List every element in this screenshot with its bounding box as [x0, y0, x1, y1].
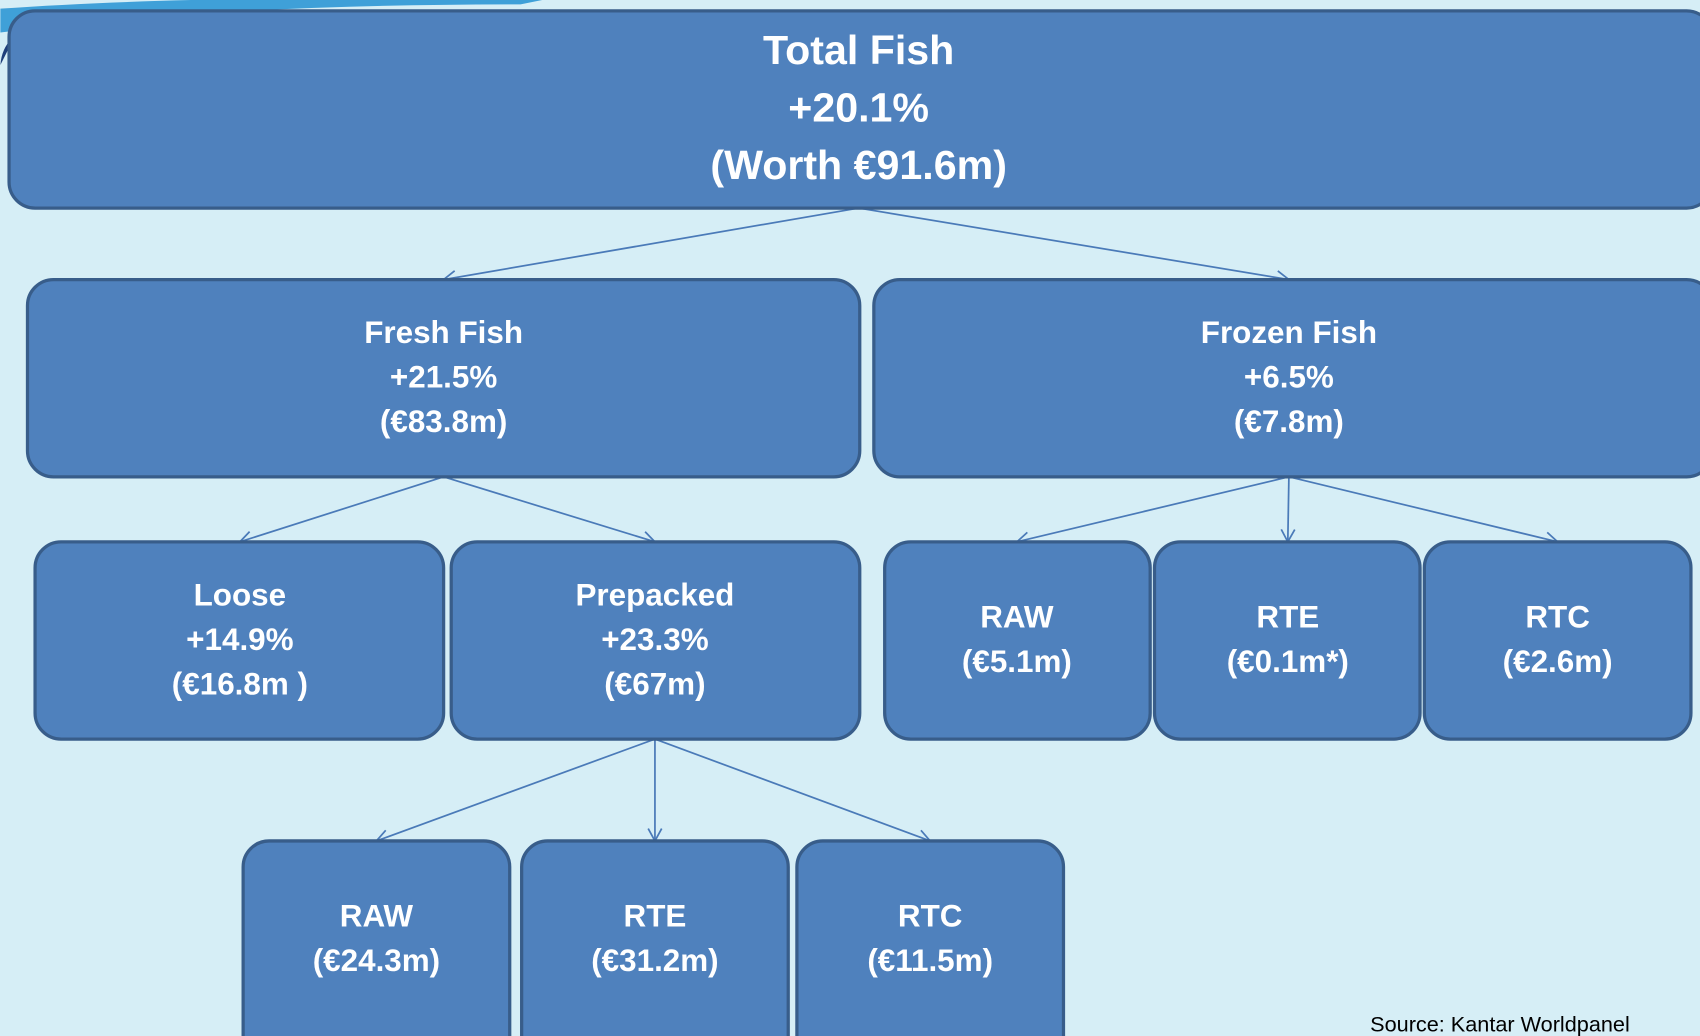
- edge: [1288, 475, 1558, 543]
- node-label: +20.1%: [788, 84, 929, 130]
- node-box: [883, 540, 1152, 741]
- node-label: RAW: [980, 600, 1054, 635]
- node-label: RTC: [1525, 600, 1590, 635]
- node: RTE (€31.2m): [520, 839, 790, 1036]
- node-box: [33, 540, 446, 741]
- node-label: Loose: [194, 577, 287, 612]
- node-label: RTE: [624, 899, 687, 934]
- decoration: [0, 0, 543, 33]
- node: Total Fish +20.1% (Worth €91.6m): [7, 9, 1700, 210]
- node-box: [241, 839, 512, 1036]
- node: RTC (€2.6m): [1422, 540, 1693, 741]
- node-box: [1152, 540, 1422, 741]
- node: RAW (€24.3m): [241, 839, 512, 1036]
- node-label: (€2.6m): [1503, 644, 1613, 679]
- edge: [443, 207, 859, 281]
- node-label: Fresh Fish: [364, 315, 523, 350]
- node-label: (€24.3m): [313, 943, 440, 978]
- node-box: [7, 9, 1700, 210]
- edge: [1286, 476, 1290, 542]
- edge: [858, 207, 1290, 281]
- node-box: [25, 277, 862, 479]
- node-label: (€67m): [604, 666, 705, 701]
- node-label: +21.5%: [390, 360, 497, 395]
- node-label: (€5.1m): [962, 644, 1072, 679]
- node-label: RTC: [898, 899, 963, 934]
- node-box: [1422, 540, 1693, 741]
- node-label: RAW: [340, 899, 414, 934]
- node-label: (€11.5m): [867, 943, 993, 978]
- node-label: +14.9%: [186, 622, 293, 657]
- node-box: [520, 839, 790, 1036]
- node-label: (€0.1m*): [1227, 644, 1349, 679]
- edge: [239, 475, 444, 543]
- node: Frozen Fish +6.5% (€7.8m): [872, 277, 1700, 479]
- node-label: Prepacked: [575, 577, 734, 612]
- node-label: (Worth €91.6m): [710, 142, 1007, 188]
- node-label: (€31.2m): [591, 943, 718, 978]
- node-box: [449, 540, 862, 741]
- edge: [443, 475, 656, 543]
- nodes: Total Fish +20.1% (Worth €91.6m) Fresh Fish…: [7, 9, 1700, 1036]
- node-label: (€83.8m): [380, 404, 507, 439]
- node-label: (€7.8m): [1234, 404, 1344, 439]
- node: RAW (€5.1m): [883, 540, 1152, 741]
- node: Fresh Fish +21.5% (€83.8m): [25, 277, 862, 479]
- node: Prepacked +23.3% (€67m): [449, 540, 862, 741]
- node-label: +23.3%: [601, 622, 708, 657]
- node-box: [795, 839, 1066, 1036]
- node-label: Total Fish: [763, 27, 954, 73]
- edge: [1016, 475, 1290, 543]
- edge: [376, 738, 656, 842]
- node-box: [872, 277, 1700, 479]
- node-label: +6.5%: [1244, 360, 1334, 395]
- node: RTC (€11.5m): [795, 839, 1066, 1036]
- source: Source: Kantar Worldpanel: [1370, 1012, 1630, 1036]
- edge: [654, 738, 931, 842]
- node: Loose +14.9% (€16.8m ): [33, 540, 446, 741]
- node-label: Frozen Fish: [1201, 315, 1377, 350]
- node-label: (€16.8m ): [172, 666, 308, 701]
- node-label: RTE: [1256, 600, 1319, 635]
- node: RTE (€0.1m*): [1152, 540, 1422, 741]
